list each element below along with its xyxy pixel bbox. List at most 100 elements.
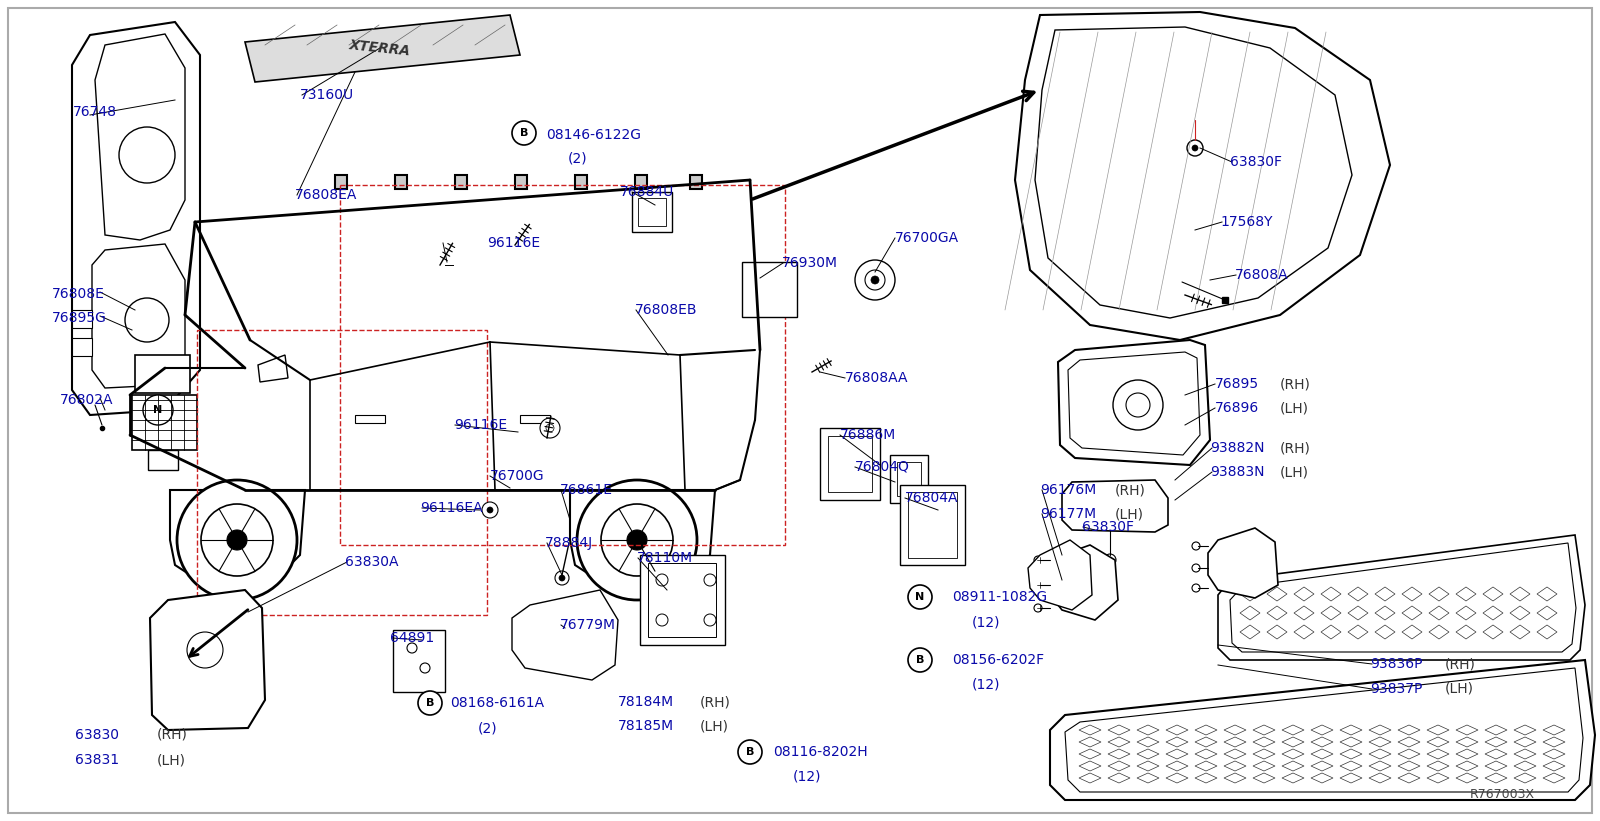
Bar — [395, 175, 406, 189]
Text: 78884J: 78884J — [546, 536, 594, 550]
Text: 76700G: 76700G — [490, 469, 544, 483]
Text: 96116E: 96116E — [454, 418, 507, 432]
Text: 78110M: 78110M — [637, 551, 693, 565]
Circle shape — [555, 571, 570, 585]
Text: (LH): (LH) — [1280, 401, 1309, 415]
Circle shape — [1192, 542, 1200, 550]
Circle shape — [1126, 393, 1150, 417]
Text: (RH): (RH) — [1115, 483, 1146, 497]
Circle shape — [118, 127, 174, 183]
Circle shape — [1034, 581, 1042, 589]
Text: B: B — [746, 747, 754, 757]
Text: R767003X: R767003X — [1470, 788, 1534, 801]
Text: (LH): (LH) — [701, 719, 730, 733]
Circle shape — [486, 507, 493, 513]
Text: 73160U: 73160U — [301, 88, 354, 102]
Bar — [515, 175, 526, 189]
Circle shape — [909, 648, 931, 672]
Bar — [890, 455, 928, 503]
Text: 93882N: 93882N — [1210, 441, 1264, 455]
Text: (12): (12) — [973, 615, 1000, 629]
Bar — [72, 338, 93, 356]
Circle shape — [656, 574, 669, 586]
Text: 63830: 63830 — [75, 728, 118, 742]
Bar — [72, 310, 93, 328]
Text: (2): (2) — [568, 151, 587, 165]
Text: 63830F: 63830F — [1230, 155, 1282, 169]
Polygon shape — [1050, 660, 1595, 800]
Circle shape — [187, 632, 222, 668]
Text: 76895: 76895 — [1214, 377, 1259, 391]
Bar — [638, 198, 666, 226]
Text: (12): (12) — [973, 678, 1000, 692]
Text: (RH): (RH) — [157, 728, 187, 742]
Bar — [899, 485, 965, 565]
Text: (12): (12) — [794, 770, 821, 784]
Circle shape — [558, 575, 565, 581]
Polygon shape — [94, 34, 186, 240]
Text: 76748: 76748 — [74, 105, 117, 119]
Polygon shape — [1050, 545, 1118, 620]
Bar — [574, 175, 587, 189]
Circle shape — [704, 614, 717, 626]
Circle shape — [1034, 604, 1042, 612]
Polygon shape — [1218, 535, 1586, 660]
Polygon shape — [1027, 540, 1091, 610]
Circle shape — [602, 504, 674, 576]
Polygon shape — [1208, 528, 1278, 598]
Text: (RH): (RH) — [1445, 657, 1475, 671]
Text: 08146-6122G: 08146-6122G — [546, 128, 642, 142]
Bar — [339, 185, 786, 545]
Bar — [632, 192, 672, 232]
Text: (RH): (RH) — [1280, 441, 1310, 455]
Circle shape — [541, 418, 560, 438]
Circle shape — [202, 504, 274, 576]
Circle shape — [1114, 380, 1163, 430]
Text: 08168-6161A: 08168-6161A — [450, 696, 544, 710]
Circle shape — [866, 270, 885, 290]
Bar — [640, 555, 725, 645]
Text: 76808EB: 76808EB — [635, 303, 698, 317]
Circle shape — [656, 614, 669, 626]
Text: (RH): (RH) — [1280, 377, 1310, 391]
Circle shape — [854, 260, 894, 300]
Circle shape — [1104, 554, 1117, 566]
Bar — [909, 492, 957, 558]
Circle shape — [406, 643, 418, 653]
Bar — [334, 175, 347, 189]
Text: N: N — [915, 592, 925, 602]
Text: 76804A: 76804A — [906, 491, 958, 505]
Text: 08116-8202H: 08116-8202H — [773, 745, 867, 759]
Text: 76886M: 76886M — [840, 428, 896, 442]
Circle shape — [1187, 140, 1203, 156]
Polygon shape — [570, 490, 715, 580]
Circle shape — [227, 530, 246, 550]
Text: 17568Y: 17568Y — [1221, 215, 1272, 229]
Text: 63830F: 63830F — [1082, 520, 1134, 534]
Text: (LH): (LH) — [1280, 465, 1309, 479]
Circle shape — [909, 585, 931, 609]
Bar — [454, 175, 467, 189]
Circle shape — [1192, 564, 1200, 572]
Polygon shape — [1058, 340, 1210, 465]
Polygon shape — [1014, 12, 1390, 340]
Bar — [690, 175, 702, 189]
Text: 76861E: 76861E — [560, 483, 613, 497]
Text: B: B — [426, 698, 434, 708]
Text: (LH): (LH) — [157, 753, 186, 767]
Bar — [898, 462, 922, 496]
Text: 96177M: 96177M — [1040, 507, 1096, 521]
Text: (LH): (LH) — [1445, 682, 1474, 696]
Circle shape — [1034, 556, 1042, 564]
Polygon shape — [245, 15, 520, 82]
Text: 96116EA: 96116EA — [419, 501, 483, 515]
Text: 76930M: 76930M — [782, 256, 838, 270]
Text: XTERRA: XTERRA — [349, 38, 411, 58]
Circle shape — [418, 691, 442, 715]
Text: 76779M: 76779M — [560, 618, 616, 632]
Text: 76895G: 76895G — [51, 311, 107, 325]
Text: 76802A: 76802A — [61, 393, 114, 407]
Bar — [520, 415, 550, 423]
Bar — [819, 428, 880, 500]
Polygon shape — [72, 22, 200, 415]
